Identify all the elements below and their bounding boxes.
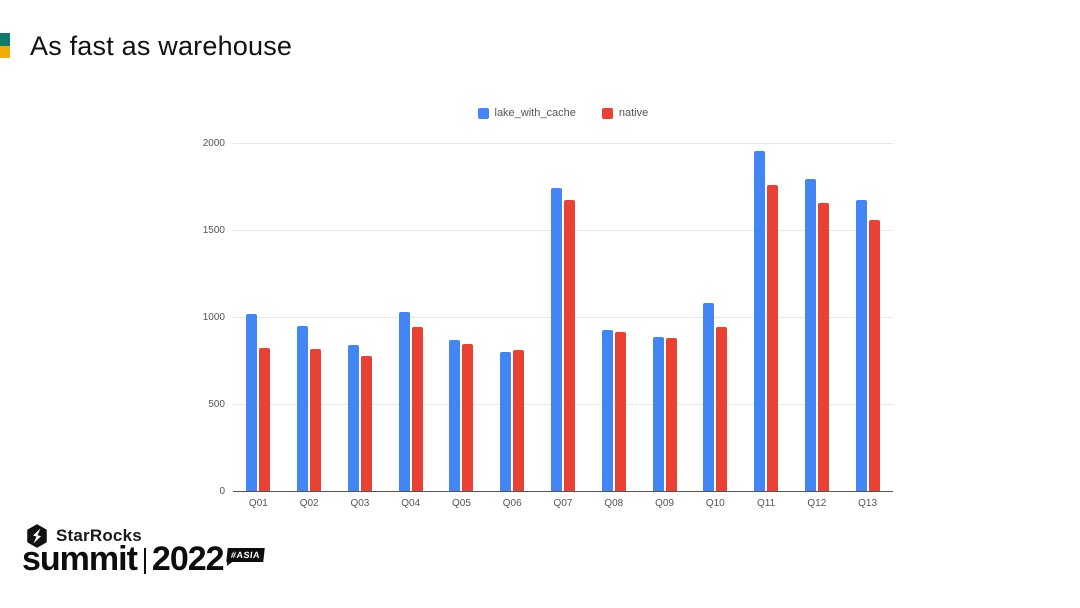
title-bullet-icon: [0, 33, 10, 58]
y-axis-tick-label: 2000: [202, 138, 225, 149]
bar-lake_with_cache-Q12: [804, 178, 816, 491]
x-axis-tick-label: Q12: [807, 498, 827, 509]
starrocks-brand: StarRocks: [25, 524, 142, 548]
legend-chip-native: [601, 107, 613, 119]
bar-native-Q13: [868, 220, 880, 491]
bar-native-Q08: [614, 331, 626, 491]
y-axis-tick-label: 500: [208, 399, 225, 410]
x-axis-line: [233, 491, 893, 492]
x-axis-tick-label: Q02: [299, 498, 319, 509]
title-bullet-top: [0, 33, 10, 46]
starrocks-brand-text: StarRocks: [56, 526, 142, 545]
bar-lake_with_cache-Q01: [246, 313, 258, 491]
bar-lake_with_cache-Q08: [601, 330, 613, 491]
bar-native-Q07: [564, 200, 575, 491]
bar-lake_with_cache-Q13: [855, 200, 867, 491]
x-axis-tick-label: Q07: [553, 498, 573, 509]
legend-item-native: native: [601, 107, 649, 119]
bar-lake_with_cache-Q04: [398, 311, 410, 491]
bar-lake_with_cache-Q09: [652, 337, 664, 491]
y-axis-tick-label: 1500: [202, 225, 225, 236]
x-axis-tick-label: Q04: [401, 498, 421, 509]
y-axis-tick-label: 0: [219, 486, 225, 497]
legend-item-lake_with_cache: lake_with_cache: [477, 107, 576, 119]
x-axis-tick-label: Q10: [705, 498, 725, 509]
chart-legend: lake_with_cache native: [477, 107, 649, 119]
legend-label: native: [618, 107, 649, 119]
gridline: [233, 317, 893, 318]
bar-native-Q03: [360, 356, 372, 491]
gridline: [233, 404, 893, 405]
bar-lake_with_cache-Q02: [297, 325, 309, 491]
bar-native-Q11: [767, 184, 779, 491]
gridline: [233, 143, 893, 144]
plot-area: [233, 143, 893, 492]
bar-lake_with_cache-Q10: [703, 303, 715, 491]
bar-native-Q02: [310, 349, 322, 491]
x-axis-tick-label: Q01: [248, 498, 268, 509]
x-axis-tick-label: Q08: [604, 498, 624, 509]
x-axis-tick-label: Q11: [756, 498, 776, 509]
bar-native-Q12: [817, 203, 829, 491]
x-axis-tick-label: Q06: [502, 498, 522, 509]
x-axis-tick-label: Q03: [350, 498, 370, 509]
bar-lake_with_cache-Q06: [500, 351, 512, 491]
bar-native-Q09: [665, 337, 677, 491]
bar-native-Q05: [462, 343, 474, 491]
summit-2022-logo: summit 2022 #ASIA: [22, 540, 265, 578]
summit-divider: [143, 548, 146, 574]
bar-lake_with_cache-Q03: [347, 344, 359, 491]
gridline: [233, 230, 893, 231]
bar-native-Q01: [259, 348, 271, 491]
bar-native-Q04: [411, 327, 423, 491]
legend-label: lake_with_cache: [494, 107, 576, 119]
y-axis-tick-label: 1000: [202, 312, 225, 323]
summit-word: summit: [22, 540, 138, 578]
starrocks-logo-icon: [27, 524, 47, 548]
x-axis-tick-label: Q13: [858, 498, 878, 509]
summit-year: 2022: [151, 540, 225, 578]
bar-lake_with_cache-Q05: [449, 339, 461, 491]
legend-chip-lake_with_cache: [477, 107, 489, 119]
bar-lake_with_cache-Q07: [551, 188, 562, 491]
bar-native-Q10: [716, 327, 728, 491]
x-axis-tick-label: Q09: [655, 498, 674, 509]
asia-badge: #ASIA: [225, 548, 265, 562]
bar-native-Q06: [513, 350, 525, 491]
title-bullet-bottom: [0, 45, 10, 58]
x-axis-tick-label: Q05: [452, 498, 471, 509]
slide-title: As fast as warehouse: [30, 31, 293, 61]
bar-lake_with_cache-Q11: [754, 150, 766, 491]
